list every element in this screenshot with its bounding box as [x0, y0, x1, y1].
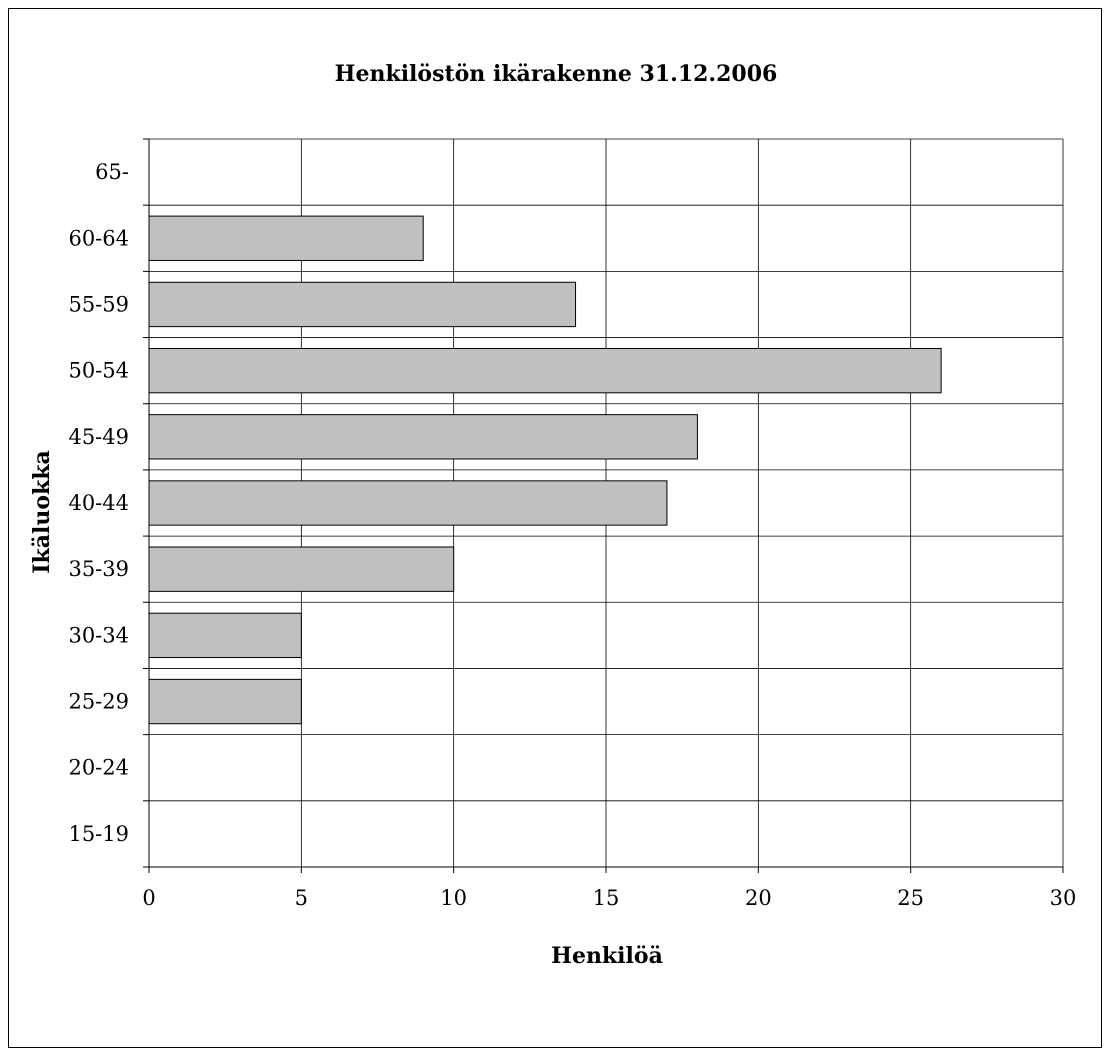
label-layer: 0 5 10 15 20 25 30 15-19 20-24 25-29 30-34 35-39 40-… — [68, 160, 1076, 910]
bar-25-29 — [148, 678, 302, 725]
y-tick-label: 20-24 — [68, 756, 129, 780]
y-tick-label: 45-49 — [68, 425, 129, 449]
x-tick-label: 5 — [295, 886, 308, 910]
y-tick-label: 65- — [95, 160, 129, 184]
bar-50-54 — [148, 347, 942, 394]
x-tick-label: 0 — [142, 886, 155, 910]
y-tick-label: 25-29 — [68, 690, 129, 714]
bar-40-44 — [148, 480, 668, 526]
chart-svg: Henkilöstön ikärakenne 31.12.2006 0 5 10 15… — [29, 61, 1076, 969]
axis-layer — [143, 138, 1064, 873]
y-tick-label: 35-39 — [68, 557, 129, 581]
y-tick-label: 55-59 — [68, 292, 129, 316]
x-tick-label: 10 — [440, 886, 467, 910]
bar-60-64 — [148, 215, 424, 261]
x-axis-title: Henkilöä — [551, 943, 663, 969]
bar-45-49 — [148, 414, 698, 460]
bar-layer — [148, 215, 942, 725]
y-axis-title: Ikäluokka — [29, 450, 55, 574]
bar-35-39 — [148, 546, 455, 592]
y-tick-label: 30-34 — [68, 623, 129, 647]
y-tick-label: 50-54 — [68, 359, 129, 383]
x-tick-label: 25 — [897, 886, 924, 910]
x-tick-label: 30 — [1050, 886, 1077, 910]
y-tick-label: 40-44 — [68, 491, 129, 515]
x-tick-label: 20 — [745, 886, 772, 910]
chart-frame: Henkilöstön ikärakenne 31.12.2006 0 5 10 15… — [8, 8, 1102, 1048]
bar-30-34 — [148, 612, 302, 659]
y-tick-label: 60-64 — [68, 226, 129, 250]
bar-55-59 — [148, 281, 577, 328]
y-tick-label: 15-19 — [68, 822, 129, 846]
chart-title: Henkilöstön ikärakenne 31.12.2006 — [335, 61, 778, 87]
x-tick-label: 15 — [593, 886, 620, 910]
